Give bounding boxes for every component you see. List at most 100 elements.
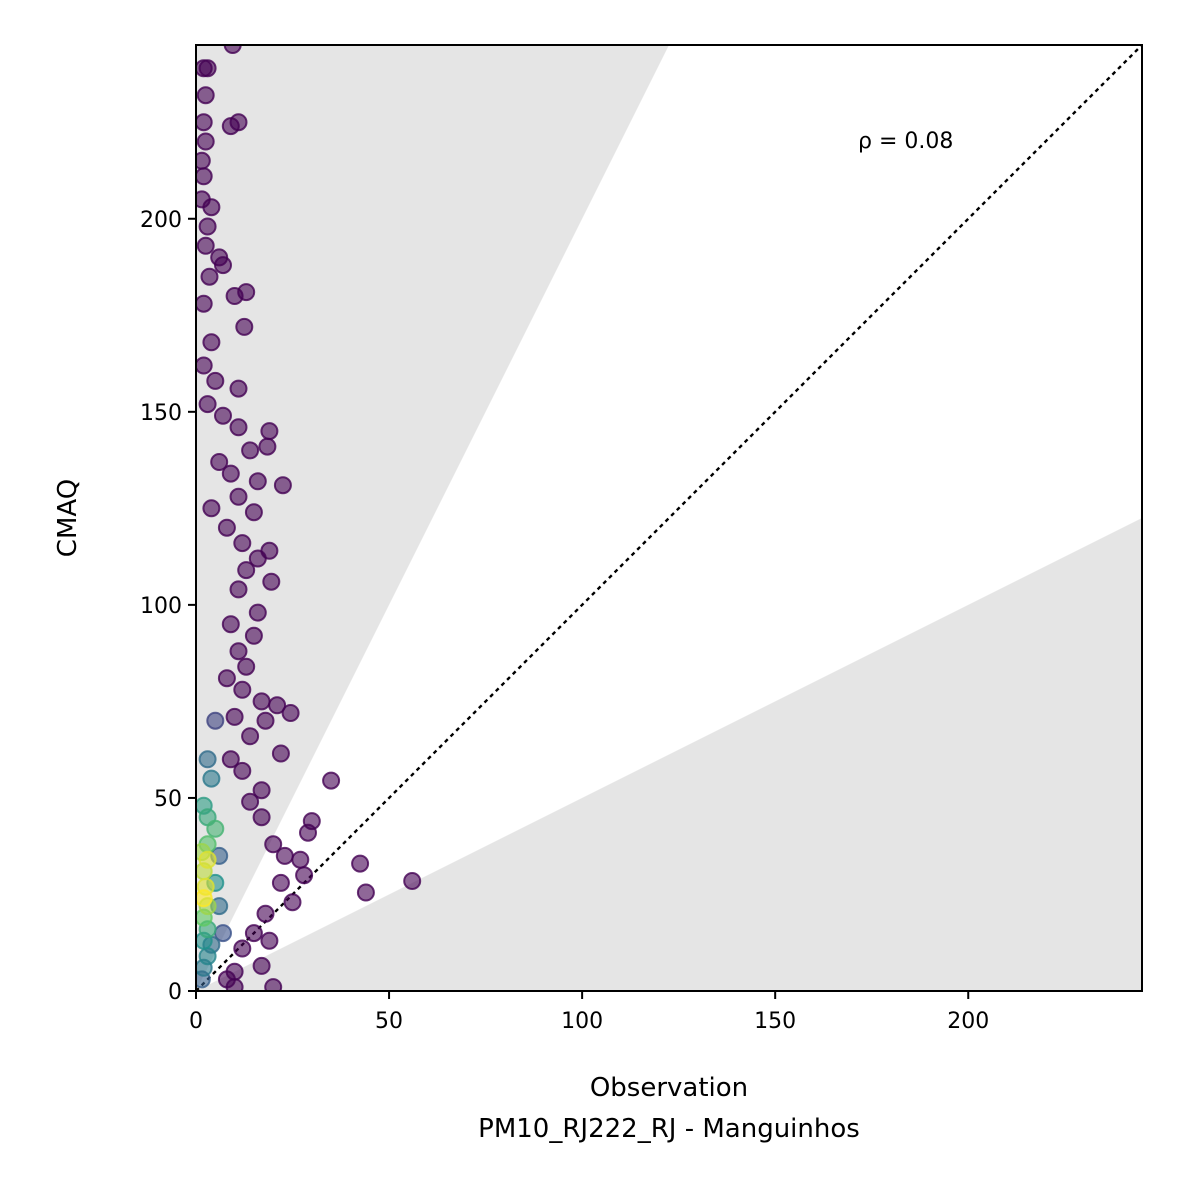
data-point <box>403 872 422 890</box>
data-point <box>262 572 281 591</box>
data-point <box>256 711 275 730</box>
data-point <box>229 642 248 661</box>
data-point <box>252 956 271 975</box>
data-point <box>229 379 248 398</box>
data-point <box>260 931 279 950</box>
data-point <box>198 395 217 414</box>
data-point <box>271 744 290 763</box>
y-tick-label: 200 <box>140 208 182 233</box>
data-point <box>225 978 244 991</box>
data-point <box>196 236 215 255</box>
data-point <box>351 854 370 873</box>
data-point <box>291 850 310 869</box>
lower-shaded-area <box>196 518 1142 991</box>
data-point <box>196 167 213 186</box>
correlation-annotation: ρ = 0.08 <box>858 129 953 154</box>
plot-frame <box>195 44 1143 992</box>
data-point <box>225 707 244 726</box>
x-tick-label: 0 <box>189 1009 203 1034</box>
data-point <box>202 333 221 352</box>
x-axis-subtitle: PM10_RJ222_RJ - Manguinhos <box>478 1114 860 1144</box>
data-point <box>233 939 252 958</box>
data-point <box>196 86 215 105</box>
data-point <box>264 978 283 991</box>
y-axis-label: CMAQ <box>53 479 83 557</box>
x-tick-label: 200 <box>947 1009 989 1034</box>
x-tick-label: 50 <box>375 1009 403 1034</box>
data-point <box>244 924 263 943</box>
data-point <box>200 267 219 286</box>
data-point <box>198 217 217 236</box>
data-point <box>221 464 240 483</box>
data-point <box>229 418 248 437</box>
data-point <box>322 771 341 790</box>
data-point <box>202 769 221 788</box>
one-to-one-reference-line <box>196 45 1142 991</box>
data-point <box>217 518 236 537</box>
data-point <box>299 823 317 842</box>
data-point <box>233 680 252 699</box>
data-point <box>237 657 256 676</box>
data-point <box>196 356 213 375</box>
data-point <box>214 406 232 425</box>
data-point <box>198 59 217 78</box>
data-point <box>206 711 225 730</box>
data-point <box>241 792 260 811</box>
data-point <box>271 873 290 892</box>
data-point <box>217 669 236 688</box>
x-tick-label: 100 <box>561 1009 603 1034</box>
data-point <box>221 750 240 769</box>
data-point <box>356 883 375 902</box>
y-axis-ticks: 0 50 100 150 200 <box>140 208 196 1005</box>
y-tick-label: 50 <box>154 787 182 812</box>
data-points <box>196 45 422 991</box>
data-point <box>202 198 221 217</box>
x-axis-ticks: 0 50 100 150 200 <box>189 991 989 1034</box>
data-point <box>275 846 294 865</box>
data-point <box>214 256 232 275</box>
data-point <box>248 472 267 491</box>
data-point <box>260 422 279 441</box>
data-point <box>196 889 213 908</box>
data-point <box>241 727 260 746</box>
data-point <box>256 904 275 923</box>
data-point <box>196 113 213 132</box>
data-point <box>198 947 217 966</box>
data-point <box>248 549 267 568</box>
data-point <box>229 113 248 132</box>
data-point <box>233 534 252 553</box>
data-point <box>210 453 229 471</box>
data-point <box>244 503 263 522</box>
data-point <box>206 819 225 838</box>
x-axis-label: Observation <box>590 1073 748 1103</box>
x-tick-label: 150 <box>754 1009 796 1034</box>
data-point <box>241 441 260 460</box>
data-point <box>223 45 242 54</box>
data-point <box>196 132 215 151</box>
data-point <box>283 893 302 912</box>
data-point <box>258 437 277 456</box>
data-point <box>196 294 213 313</box>
data-point <box>237 561 256 580</box>
data-point <box>229 487 248 506</box>
data-point <box>244 626 263 645</box>
y-tick-label: 100 <box>140 594 182 619</box>
data-point <box>264 835 283 854</box>
data-point <box>252 808 271 827</box>
data-point <box>268 696 287 715</box>
shaded-region <box>196 45 1142 991</box>
data-point <box>221 615 240 634</box>
data-point <box>295 866 314 885</box>
y-tick-label: 0 <box>168 980 182 1005</box>
data-point <box>273 476 292 495</box>
data-point <box>252 781 271 800</box>
y-tick-label: 150 <box>140 401 182 426</box>
data-point <box>229 580 248 599</box>
data-point <box>206 371 225 390</box>
data-point <box>252 692 271 711</box>
data-point <box>237 283 256 302</box>
data-point <box>233 761 252 780</box>
upper-shaded-area <box>196 45 669 991</box>
